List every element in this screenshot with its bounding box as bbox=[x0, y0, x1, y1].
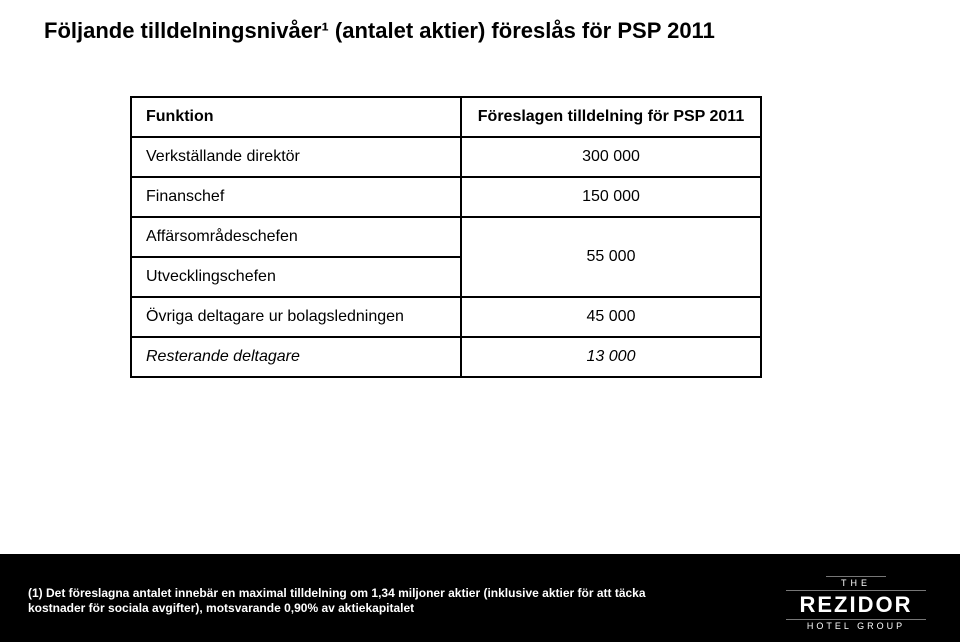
cell-label: Utvecklingschefen bbox=[131, 257, 461, 297]
table-row: Affärsområdeschefen 55 000 bbox=[131, 217, 761, 257]
cell-value: 13 000 bbox=[461, 337, 761, 377]
cell-label: Verkställande direktör bbox=[131, 137, 461, 177]
rezidor-logo: THE REZIDOR HOTEL GROUP bbox=[786, 574, 926, 631]
cell-value: 150 000 bbox=[461, 177, 761, 217]
logo-divider bbox=[826, 576, 886, 577]
logo-main: REZIDOR bbox=[786, 593, 926, 616]
cell-label: Resterande deltagare bbox=[131, 337, 461, 377]
cell-value-merged: 55 000 bbox=[461, 217, 761, 297]
logo-divider bbox=[786, 590, 926, 591]
table-row: Finanschef 150 000 bbox=[131, 177, 761, 217]
cell-label: Finanschef bbox=[131, 177, 461, 217]
cell-value: 300 000 bbox=[461, 137, 761, 177]
table-row: Verkställande direktör 300 000 bbox=[131, 137, 761, 177]
cell-label: Affärsområdeschefen bbox=[131, 217, 461, 257]
footer-bar: (1) Det föreslagna antalet innebär en ma… bbox=[0, 554, 960, 642]
table-row: Övriga deltagare ur bolagsledningen 45 0… bbox=[131, 297, 761, 337]
logo-top: THE bbox=[786, 579, 926, 588]
logo-divider bbox=[786, 619, 926, 620]
header-function: Funktion bbox=[131, 97, 461, 137]
slide-title: Följande tilldelningsnivåer¹ (antalet ak… bbox=[44, 18, 715, 44]
table-row: Resterande deltagare 13 000 bbox=[131, 337, 761, 377]
cell-value: 45 000 bbox=[461, 297, 761, 337]
footnote: (1) Det föreslagna antalet innebär en ma… bbox=[28, 586, 668, 616]
table-header-row: Funktion Föreslagen tilldelning för PSP … bbox=[131, 97, 761, 137]
cell-label: Övriga deltagare ur bolagsledningen bbox=[131, 297, 461, 337]
allocation-table: Funktion Föreslagen tilldelning för PSP … bbox=[130, 96, 762, 378]
header-allocation: Föreslagen tilldelning för PSP 2011 bbox=[461, 97, 761, 137]
logo-sub: HOTEL GROUP bbox=[786, 622, 926, 631]
